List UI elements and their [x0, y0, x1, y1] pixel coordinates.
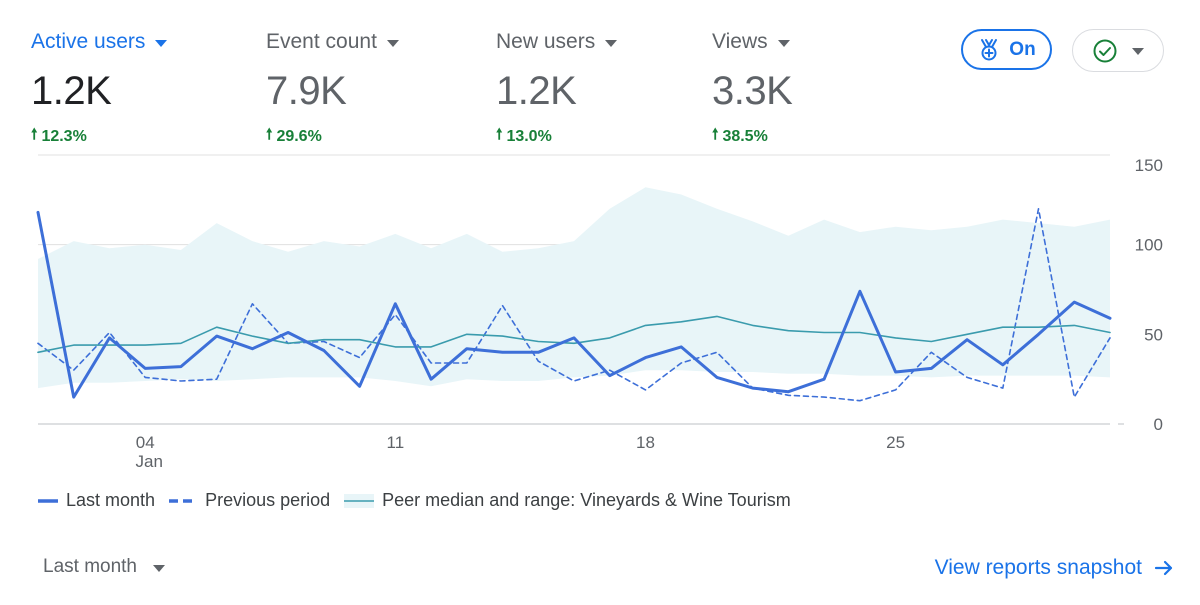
arrow-up-icon: 🠕: [31, 126, 38, 143]
arrow-up-icon: 🠕: [712, 126, 719, 143]
check-circle-icon: [1093, 39, 1117, 62]
metric-views[interactable]: Views 3.3K 🠕 38.5%: [712, 26, 793, 149]
y-tick-label: 150: [1135, 156, 1163, 175]
benchmark-toggle-button[interactable]: On: [961, 29, 1052, 70]
metric-change-value: 13.0%: [506, 127, 552, 145]
metric-change: 🠕 13.0%: [496, 124, 617, 149]
arrow-right-icon: [1154, 560, 1173, 576]
metric-selector-event-count[interactable]: Event count: [266, 26, 399, 58]
metric-value: 3.3K: [712, 69, 793, 113]
chart-legend: Last month Previous period Peer median a…: [38, 490, 805, 511]
x-tick-label: 25: [886, 433, 905, 452]
metric-change: 🠕 38.5%: [712, 124, 792, 149]
metric-value: 1.2K: [496, 69, 577, 113]
metric-label: Active users: [31, 30, 146, 53]
caret-down-icon: [777, 39, 790, 47]
chart-lines: [36, 208, 1112, 402]
caret-down-icon: [153, 564, 165, 572]
metric-event-count[interactable]: Event count 7.9K 🠕 29.6%: [266, 26, 399, 149]
metric-change-value: 12.3%: [41, 127, 87, 145]
x-tick-label: 18: [636, 433, 655, 452]
caret-down-icon: [605, 39, 618, 47]
medal-icon: [981, 38, 998, 60]
caret-down-icon: [386, 39, 399, 47]
caret-down-icon: [1132, 48, 1144, 55]
legend-item-current: Last month: [38, 490, 155, 511]
y-tick-label: 0: [1154, 415, 1163, 434]
peer-band-swatch: [344, 493, 375, 508]
metric-selector-views[interactable]: Views: [712, 26, 792, 58]
metric-value: 1.2K: [31, 69, 112, 113]
legend-label: Peer median and range: Vineyards & Wine …: [382, 490, 791, 510]
metric-active-users[interactable]: Active users 1.2K 🠕 12.3%: [31, 26, 168, 149]
metric-change-value: 29.6%: [276, 127, 322, 145]
date-range-label: Last month: [43, 556, 137, 577]
date-range-select[interactable]: Last month: [43, 556, 165, 578]
metric-label: Event count: [266, 30, 377, 53]
metric-change-value: 38.5%: [722, 127, 768, 145]
metric-label: Views: [712, 30, 768, 53]
series-line-last-month: [36, 210, 1112, 399]
series-line-peer-median: [37, 315, 1111, 354]
metric-change: 🠕 29.6%: [266, 124, 399, 149]
metric-selector-new-users[interactable]: New users: [496, 26, 618, 58]
benchmark-toggle-label: On: [1009, 38, 1036, 60]
y-tick-label: 50: [1144, 325, 1163, 344]
metric-selector-active-users[interactable]: Active users: [31, 26, 168, 58]
peer-range-band: [38, 187, 1110, 389]
peer-range-area: [38, 187, 1110, 389]
y-tick-label: 100: [1135, 236, 1163, 255]
arrow-up-icon: 🠕: [496, 126, 503, 143]
metric-change: 🠕 12.3%: [31, 124, 167, 149]
metric-value: 7.9K: [266, 69, 347, 113]
metric-label: New users: [496, 30, 596, 53]
legend-item-previous: Previous period: [169, 490, 330, 511]
dashed-line-swatch: [169, 498, 198, 503]
arrow-up-icon: 🠕: [266, 126, 273, 143]
view-reports-snapshot-link[interactable]: View reports snapshot: [935, 556, 1174, 580]
x-tick-sublabel: Jan: [135, 452, 162, 471]
data-quality-status-button[interactable]: [1072, 29, 1164, 72]
series-line-previous-period: [37, 208, 1111, 402]
caret-down-icon: [155, 39, 168, 47]
x-tick-label: 04: [136, 433, 155, 452]
x-tick-label: 11: [387, 433, 405, 452]
metric-new-users[interactable]: New users 1.2K 🠕 13.0%: [496, 26, 618, 149]
snapshot-link-label: View reports snapshot: [934, 556, 1142, 579]
legend-item-peer: Peer median and range: Vineyards & Wine …: [344, 490, 791, 511]
solid-line-swatch: [38, 498, 58, 503]
legend-label: Last month: [66, 490, 156, 510]
legend-label: Previous period: [205, 490, 331, 510]
